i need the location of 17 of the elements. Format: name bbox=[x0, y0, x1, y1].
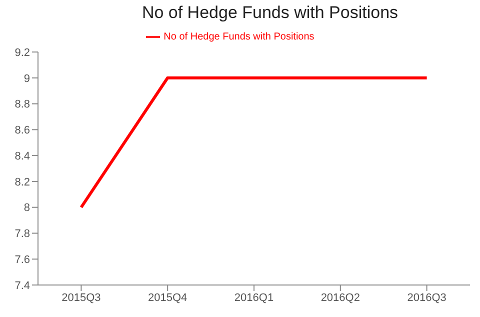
x-tick-label: 2015Q3 bbox=[62, 292, 101, 304]
x-tick-label: 2016Q3 bbox=[407, 292, 446, 304]
y-tick-label: 7.6 bbox=[14, 254, 30, 266]
y-tick-label: 9 bbox=[24, 72, 30, 85]
y-tick-label: 7.8 bbox=[14, 228, 30, 240]
y-tick-label: 8 bbox=[24, 202, 30, 214]
legend-label: No of Hedge Funds with Positions bbox=[164, 32, 314, 43]
y-tick-label: 9.2 bbox=[14, 46, 30, 59]
x-tick-label: 2015Q4 bbox=[148, 292, 188, 304]
y-tick-label: 8.2 bbox=[14, 176, 30, 188]
chart-title: No of Hedge Funds with Positions bbox=[140, 2, 400, 24]
y-tick-label: 8.8 bbox=[14, 98, 30, 111]
x-tick-label: 2016Q1 bbox=[234, 292, 274, 304]
y-tick-label: 7.4 bbox=[14, 280, 30, 292]
x-tick-label: 2016Q2 bbox=[320, 292, 360, 304]
y-tick-label: 8.6 bbox=[14, 124, 30, 137]
y-tick-label: 8.4 bbox=[14, 150, 30, 162]
